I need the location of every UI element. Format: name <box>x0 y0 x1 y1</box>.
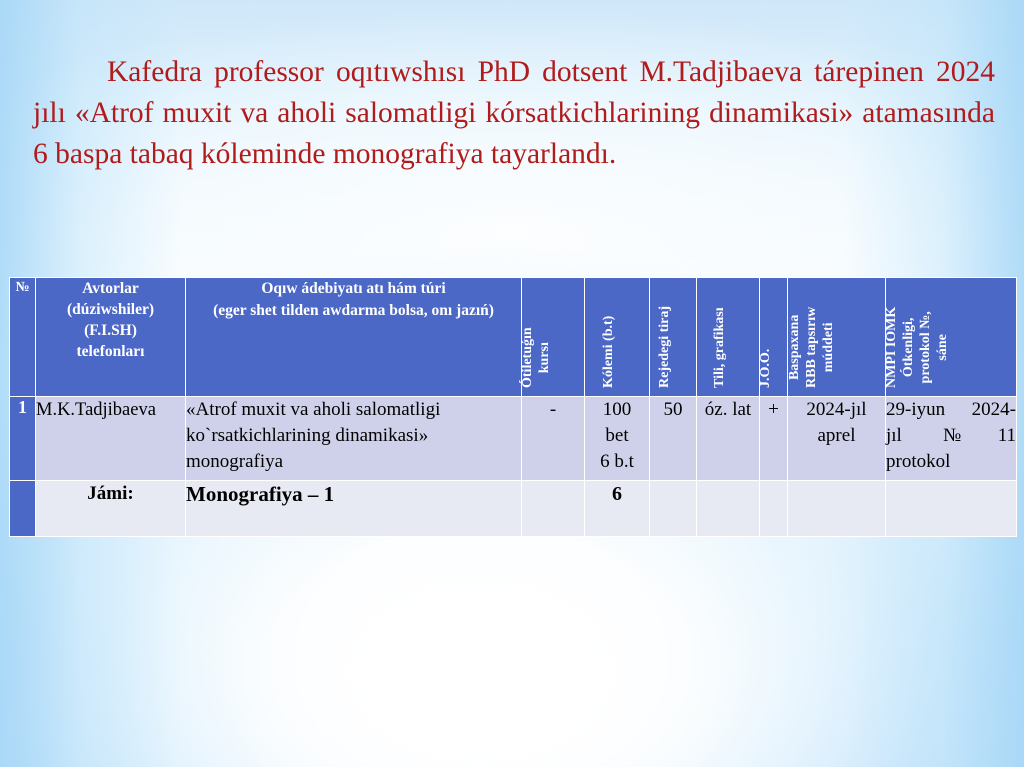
nmpi-head-line-2: Ótkenligi, <box>901 317 916 378</box>
cell-course: - <box>521 396 585 481</box>
col-header-course: Ótiletuǵın kursı <box>519 277 585 397</box>
col-header-nmpi-protocol: NMPI IOMK Ótkenligi, protokol №, sáne <box>883 277 1017 397</box>
total-course <box>521 480 585 537</box>
nmpi-head-line-1: NMPI IOMK <box>884 306 899 388</box>
authors-head-line-4: telefonları <box>76 343 145 360</box>
total-volume: 6 <box>584 480 650 537</box>
press-head-line-2: RBB tapsırıw <box>803 306 819 388</box>
table-header-row: № Avtorlar (dúziwshiler) (F.I.SH) telefo… <box>9 277 1017 397</box>
col-header-number: № <box>9 277 36 397</box>
total-nmpi-protocol <box>885 480 1017 537</box>
col-header-joo: J.O.O. <box>757 277 788 397</box>
language-head-line-1: Tili, grafikası <box>712 307 727 388</box>
authors-head-line-1: Avtorlar <box>82 280 139 297</box>
total-joo <box>759 480 788 537</box>
joo-head-line-1: J.O.O. <box>757 348 773 388</box>
cell-author: M.K.Tadjibaeva <box>35 396 186 481</box>
language-head-rotated: Tili, grafikası <box>711 307 728 388</box>
course-head-line-2: kursı <box>537 342 552 374</box>
cell-work-title: «Atrof muxit va aholi salomatligi ko`rsa… <box>185 396 522 481</box>
publications-table: № Avtorlar (dúziwshiler) (F.I.SH) telefo… <box>9 277 1017 537</box>
joo-head-rotated: J.O.O. <box>757 349 774 388</box>
volume-line-1: 100 <box>602 399 632 420</box>
col-header-work-title: Oqıw ádebiyatı atı hám túri (eger shet t… <box>185 277 522 397</box>
work-line-2: ko`rsatkichlarining dinamikasi» <box>186 425 429 446</box>
col-header-press-deadline: Baspaxana RBB tapsırıw múddeti <box>786 277 886 397</box>
col-header-authors: Avtorlar (dúziwshiler) (F.I.SH) telefonl… <box>35 277 186 397</box>
total-label: Jámi: <box>35 480 186 537</box>
col-header-tiraj: Rejedegi tiraj <box>649 277 697 397</box>
volume-head-rotated: Kólemi (b.t) <box>600 316 617 388</box>
table-header: № Avtorlar (dúziwshiler) (F.I.SH) telefo… <box>9 277 1017 397</box>
press-line-2: aprel <box>817 425 856 446</box>
total-language <box>696 480 760 537</box>
total-press-deadline <box>787 480 886 537</box>
row-number: 1 <box>9 396 36 481</box>
tiraj-head-line-1: Rejedegi tiraj <box>657 305 672 388</box>
course-head-line-1: Ótiletuǵın <box>520 327 535 388</box>
work-head-line-1: Oqıw ádebiyatı atı hám túri <box>261 280 446 297</box>
press-head-line-1: Baspaxana <box>786 314 802 381</box>
col-header-volume: Kólemi (b.t) <box>584 277 650 397</box>
work-line-1: «Atrof muxit va aholi salomatligi <box>186 399 441 420</box>
press-line-1: 2024-jıl <box>806 399 867 420</box>
nmpi-line-1: 29-iyun 2024- <box>886 399 1016 420</box>
volume-line-3: 6 b.t <box>600 451 634 472</box>
total-row-number <box>9 480 36 537</box>
page-title: Kafedra professor oqıtıwshısı PhD dotsen… <box>33 55 995 170</box>
cell-volume: 100 bet 6 b.t <box>584 396 650 481</box>
nmpi-line-2: jıl №11 <box>886 425 1016 446</box>
nmpi-line-3: protokol <box>886 451 951 472</box>
cell-tiraj: 50 <box>649 396 697 481</box>
volume-head-line-1: Kólemi (b.t) <box>601 315 616 388</box>
tiraj-head-rotated: Rejedegi tiraj <box>656 306 673 388</box>
work-head-line-2: (eger shet tilden awdarma bolsa, onı jaz… <box>213 302 494 319</box>
nmpi-head-rotated: NMPI IOMK Ótkenligi, protokol №, sáne <box>883 307 951 388</box>
volume-line-2: bet <box>605 425 629 446</box>
table-row: 1 M.K.Tadjibaeva «Atrof muxit va aholi s… <box>9 396 1017 481</box>
authors-head-line-3: (F.I.SH) <box>84 322 137 339</box>
work-line-3: monografiya <box>186 451 284 472</box>
table-body: 1 M.K.Tadjibaeva «Atrof muxit va aholi s… <box>9 396 1017 537</box>
total-tiraj <box>649 480 697 537</box>
press-head-line-3: múddeti <box>820 322 836 373</box>
cell-language: óz. lat <box>696 396 760 481</box>
nmpi-head-line-3: protokol №, <box>918 311 933 384</box>
cell-nmpi-protocol: 29-iyun 2024- jıl №11 protokol <box>885 396 1017 481</box>
table-total-row: Jámi: Monografiya – 1 6 <box>9 480 1017 537</box>
authors-head-line-2: (dúziwshiler) <box>67 301 154 318</box>
press-head-rotated: Baspaxana RBB tapsırıw múddeti <box>786 307 837 388</box>
nmpi-head-line-4: sáne <box>935 334 950 361</box>
col-header-language: Tili, grafikası <box>696 277 760 397</box>
cell-joo: + <box>759 396 788 481</box>
total-work-summary: Monografiya – 1 <box>185 480 522 537</box>
cell-press-deadline: 2024-jıl aprel <box>787 396 886 481</box>
course-head-rotated: Ótiletuǵın kursı <box>519 327 553 388</box>
